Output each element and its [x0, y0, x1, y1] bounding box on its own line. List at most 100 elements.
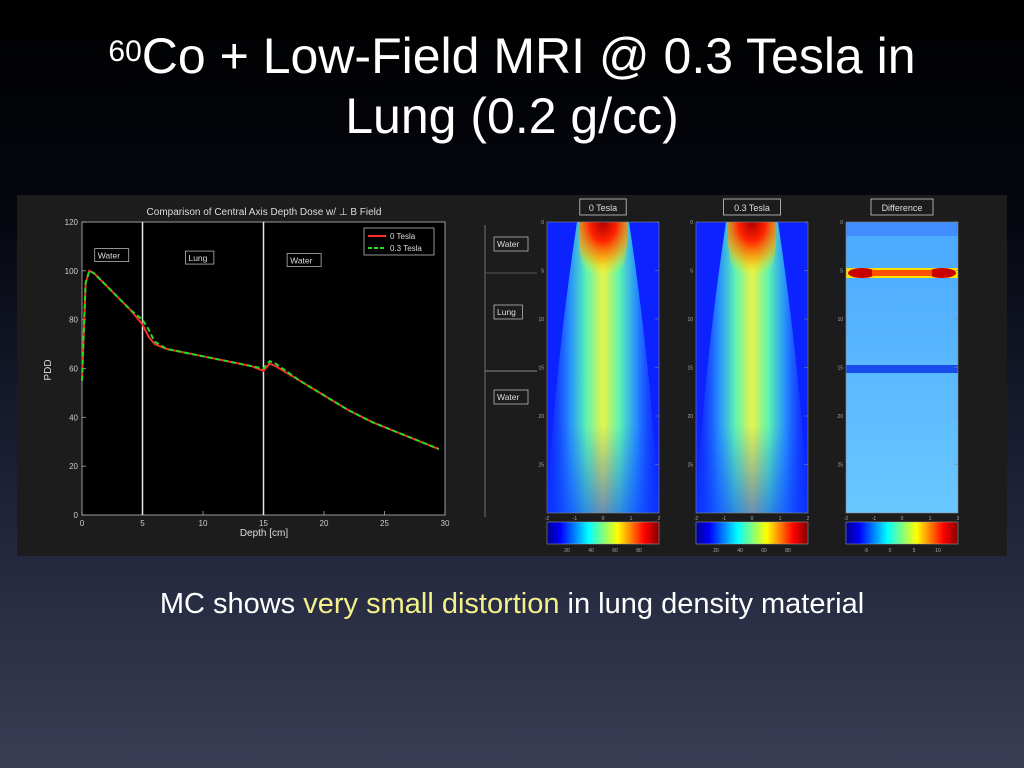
figure-panel: Comparison of Central Axis Depth Dose w/… [17, 195, 1007, 556]
colorbar-tick-label: 40 [737, 548, 743, 554]
heatmap-region-label: Water [497, 239, 520, 249]
heatmap-y-tick-label: 25 [687, 463, 693, 469]
heatmap-x-tick-label: 2 [658, 516, 661, 522]
heatmap-x-tick-label: -1 [872, 516, 877, 522]
colorbar-0T [546, 521, 660, 545]
region-label-box [185, 250, 215, 265]
heatmap-difference-hot-band [872, 270, 932, 276]
legend: 0 Tesla 0.3 Tesla [363, 227, 435, 256]
colorbar-tick-labels: 20 40 60 80 20 40 60 80 -5 0 5 10 [564, 548, 941, 554]
heatmap-difference-hot-left [848, 268, 876, 278]
colorbar-tick-label: 10 [935, 548, 941, 554]
heatmap-title: 0.3 Tesla [734, 203, 770, 213]
x-tick-label: 30 [441, 519, 450, 528]
heatmap-region-label-box [493, 304, 523, 320]
region-label: Water [290, 256, 313, 266]
heatmap-y-tick-label: 10 [687, 317, 693, 323]
legend-box [363, 227, 435, 256]
heatmap-y-tick-label: 5 [840, 269, 843, 275]
heatmap-y-tick-label: 20 [837, 414, 843, 420]
heatmap-x-tick-label: 0 [901, 516, 904, 522]
figure-svg: Comparison of Central Axis Depth Dose w/… [43, 198, 960, 554]
heatmap-title: Difference [882, 203, 923, 213]
y-tick-label: 20 [69, 462, 78, 471]
subtitle-highlight: very small distortion [303, 588, 560, 620]
y-tick-label: 0 [74, 511, 79, 520]
heatmap-x-tick-label: -1 [573, 516, 578, 522]
region-label-box [94, 248, 130, 262]
heatmap-x-tick-label: -1 [722, 516, 727, 522]
heatmap-x-tick-label: 1 [929, 516, 932, 522]
colorbar-tick-label: 80 [636, 548, 642, 554]
heatmap-y-tick-label: 20 [687, 414, 693, 420]
heatmap-region-column: Water Lung Water [484, 225, 537, 517]
region-labels: Water Lung Water [94, 248, 322, 267]
y-tick-label: 120 [65, 218, 79, 227]
heatmap-difference-hot-right [928, 268, 956, 278]
heatmap-region-label-box [493, 389, 529, 405]
region-label: Lung [188, 253, 207, 263]
heatmap-y-tick-label: 15 [538, 366, 544, 372]
heatmap-x-tick-label: 0 [751, 516, 754, 522]
heatmap-y-tick-label: 25 [538, 463, 544, 469]
pdd-line-chart: Comparison of Central Axis Depth Dose w/… [43, 207, 450, 539]
heatmap-03T-hotspot [727, 222, 777, 290]
colorbar-tick-label: 0 [889, 548, 892, 554]
title-line-2: Lung (0.2 g/cc) [345, 88, 679, 144]
heatmap-y-tick-label: 25 [837, 463, 843, 469]
heatmap-y-tick-label: 15 [687, 366, 693, 372]
heatmap-x-tick-label: 1 [779, 516, 782, 522]
legend-label-0T: 0 Tesla [390, 232, 416, 241]
subtitle-pre: MC shows [159, 588, 304, 620]
heatmap-x-tick-label: 0 [602, 516, 605, 522]
heatmap-x-tick-label: -2 [844, 516, 849, 522]
colorbar-tick-label: 80 [785, 548, 791, 554]
colorbar-tick-label: -5 [864, 548, 869, 554]
heatmap-y-tick-label: 5 [541, 269, 544, 275]
legend-label-03T: 0.3 Tesla [390, 244, 422, 253]
heatmap-region-labels: Water Lung Water [493, 236, 529, 405]
colorbar-03T [695, 521, 809, 545]
line-chart-title: Comparison of Central Axis Depth Dose w/… [147, 207, 382, 218]
heatmap-x-tick-label: -2 [545, 516, 550, 522]
colorbar-tick-label: 60 [612, 548, 618, 554]
subtitle-post: in lung density material [559, 588, 865, 620]
x-tick-label: 5 [140, 519, 145, 528]
heatmap-y-tick-label: 10 [538, 317, 544, 323]
heatmap-region-label: Water [497, 392, 520, 402]
x-tick-label: 20 [320, 519, 329, 528]
heatmap-region-label: Lung [497, 307, 516, 317]
heatmap-y-tick-label: 15 [837, 366, 843, 372]
heatmap-difference [845, 221, 959, 514]
colorbar-tick-label: 40 [588, 548, 594, 554]
heatmap-y-tick-label: 20 [538, 414, 544, 420]
heatmap-03T-fade [696, 425, 808, 513]
heatmap-y-tick-label: 10 [837, 317, 843, 323]
y-tick-label: 40 [69, 413, 78, 422]
x-tick-label: 15 [259, 519, 268, 528]
heatmap-region-label-box [493, 236, 529, 252]
title-line-1: 60Co + Low-Field MRI @ 0.3 Tesla in [0, 26, 1024, 86]
heatmap-x-tick-label: 1 [630, 516, 633, 522]
heatmap-y-tick-label: 0 [840, 220, 843, 226]
heatmap-title-box [870, 198, 934, 216]
colorbar-difference [845, 521, 959, 545]
isotope-mass-number: 60 [108, 35, 142, 68]
heatmap-03T [695, 221, 809, 514]
heatmap-y-tick-label: 0 [690, 220, 693, 226]
x-tick-label: 0 [80, 519, 85, 528]
title-line-1-text: Co + Low-Field MRI @ 0.3 Tesla in [141, 28, 916, 84]
heatmap-difference-top-band [846, 222, 958, 236]
region-label: Water [98, 251, 121, 261]
heatmap-x-tick-label: 2 [807, 516, 810, 522]
x-tick-label: 25 [380, 519, 389, 528]
heatmap-titles: 0 Tesla 0.3 Tesla Difference [579, 198, 934, 216]
x-axis-label: Depth [cm] [240, 528, 289, 539]
y-tick-label: 80 [69, 316, 78, 325]
heatmap-0T-fade [547, 425, 659, 513]
heatmap-title-box [579, 198, 627, 216]
heatmap-y-tick-label: 0 [541, 220, 544, 226]
slide-subtitle: MC shows very small distortion in lung d… [0, 588, 1024, 621]
y-tick-label: 60 [69, 365, 78, 374]
